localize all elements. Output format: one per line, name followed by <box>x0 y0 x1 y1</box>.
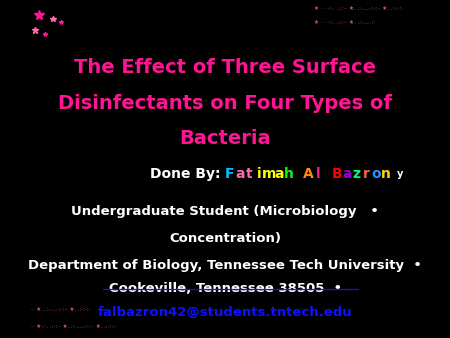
Text: l: l <box>315 167 320 181</box>
Text: Done By:: Done By: <box>150 167 225 181</box>
Text: y: y <box>397 169 403 179</box>
Text: B: B <box>332 167 342 181</box>
Text: 🦋: 🦋 <box>395 277 403 291</box>
Text: Undergraduate Student (Microbiology   •: Undergraduate Student (Microbiology • <box>71 205 379 218</box>
Text: ·· ★ ..:·....·:·:·· ★. .:·:·:·: ·· ★ ..:·....·:·:·· ★. .:·:·:· <box>31 307 90 312</box>
Text: a: a <box>235 167 244 181</box>
Text: 🌺: 🌺 <box>397 301 405 314</box>
Text: a: a <box>274 167 284 181</box>
Text: Bacteria: Bacteria <box>179 129 271 148</box>
Text: Disinfectants on Four Types of: Disinfectants on Four Types of <box>58 94 392 113</box>
Text: z: z <box>353 167 361 181</box>
Text: The Effect of Three Surface: The Effect of Three Surface <box>74 58 376 77</box>
Text: t: t <box>246 167 253 181</box>
Text: Department of Biology, Tennessee Tech University  •: Department of Biology, Tennessee Tech Un… <box>28 259 422 272</box>
Text: 🦋: 🦋 <box>409 164 417 177</box>
Text: Cookeville, Tennessee 38505  •: Cookeville, Tennessee 38505 • <box>108 283 342 295</box>
Text: ★ · · ·:·. .:·:·· ★. .:·....·:·:·· ★. .:·:·:·: ★ · · ·:·. .:·:·· ★. .:·....·:·:·· ★. .:… <box>314 6 403 11</box>
Text: i: i <box>257 167 261 181</box>
Text: A: A <box>302 167 313 181</box>
Text: ★ · · ·:·. .:·:·· ★. .:·....·:·: ★ · · ·:·. .:·:·· ★. .:·....·:· <box>314 20 375 24</box>
Text: 🌸: 🌸 <box>403 259 408 268</box>
Text: m: m <box>262 167 276 181</box>
Text: n: n <box>381 167 391 181</box>
Text: falbazron42@students.tntech.edu: falbazron42@students.tntech.edu <box>98 306 352 319</box>
Text: 🌸: 🌸 <box>398 235 404 245</box>
Text: ·· ★·:·. .:·:·· ★. .:·....·:·:·· ★. .:·:·:·: ·· ★·:·. .:·:·· ★. .:·....·:·:·· ★. .:·:… <box>31 324 117 329</box>
Text: h: h <box>284 167 293 181</box>
Text: o: o <box>371 167 381 181</box>
Text: F: F <box>225 167 234 181</box>
Text: r: r <box>363 167 370 181</box>
Text: a: a <box>342 167 352 181</box>
Text: Concentration): Concentration) <box>169 232 281 245</box>
